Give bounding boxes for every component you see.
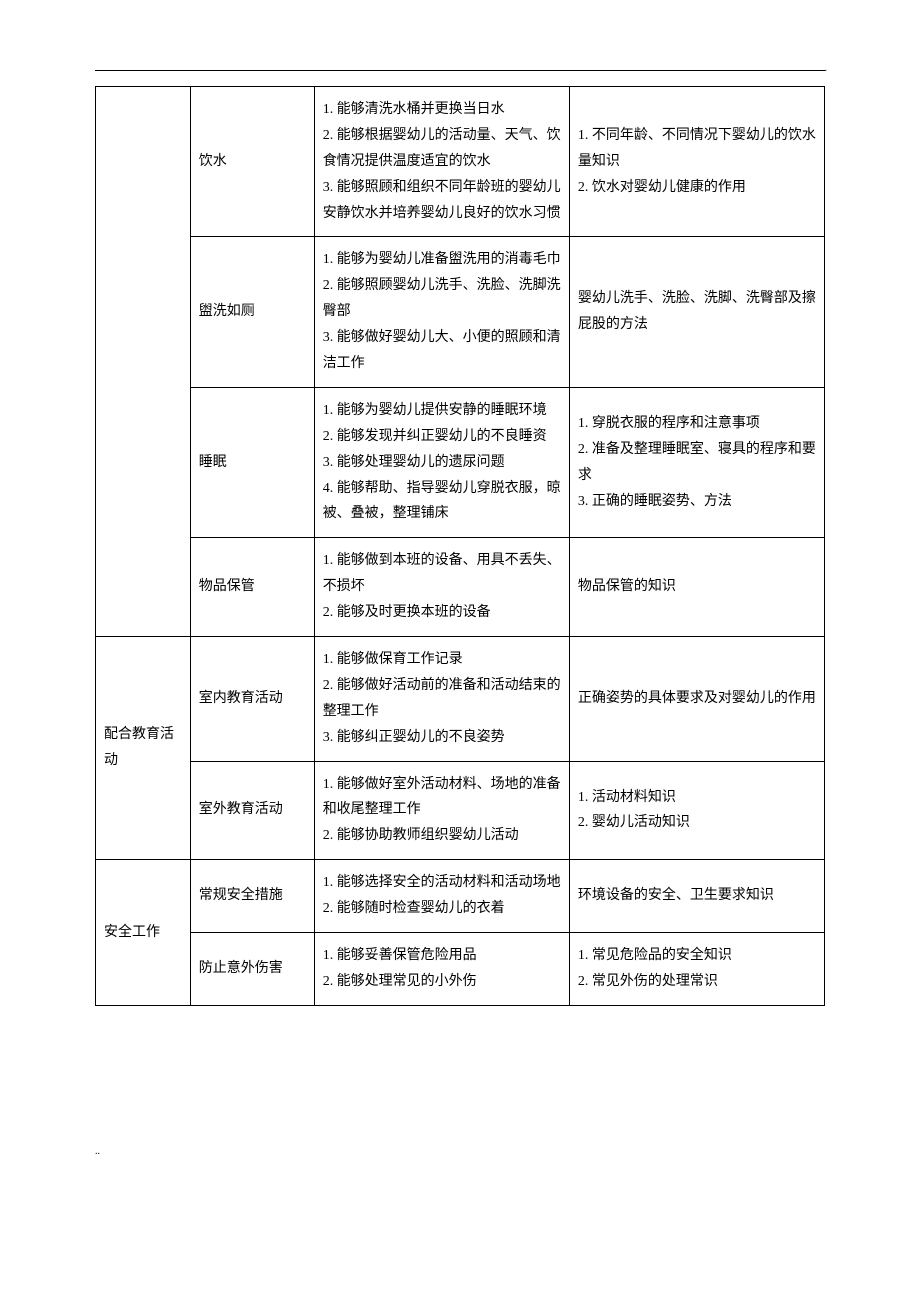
table-row: 饮水 1. 能够清洗水桶并更换当日水2. 能够根据婴幼儿的活动量、天气、饮食情况… bbox=[96, 87, 825, 237]
knowledge-cell: 1. 不同年龄、不同情况下婴幼儿的饮水量知识2. 饮水对婴幼儿健康的作用 bbox=[569, 87, 824, 237]
knowledge-cell: 婴幼儿洗手、洗脸、洗脚、洗臀部及擦屁股的方法 bbox=[569, 237, 824, 387]
skills-cell: 1. 能够清洗水桶并更换当日水2. 能够根据婴幼儿的活动量、天气、饮食情况提供温… bbox=[314, 87, 569, 237]
item-cell: 室内教育活动 bbox=[190, 637, 314, 762]
skills-cell: 1. 能够选择安全的活动材料和活动场地2. 能够随时检查婴幼儿的衣着 bbox=[314, 860, 569, 933]
item-cell: 室外教育活动 bbox=[190, 761, 314, 860]
category-cell: 安全工作 bbox=[96, 860, 191, 1006]
knowledge-cell: 1. 常见危险品的安全知识2. 常见外伤的处理常识 bbox=[569, 933, 824, 1006]
skills-cell: 1. 能够为婴幼儿提供安静的睡眠环境2. 能够发现并纠正婴幼儿的不良睡资3. 能… bbox=[314, 387, 569, 537]
table-row: 室外教育活动 1. 能够做好室外活动材料、场地的准备和收尾整理工作2. 能够协助… bbox=[96, 761, 825, 860]
table-row: 睡眠 1. 能够为婴幼儿提供安静的睡眠环境2. 能够发现并纠正婴幼儿的不良睡资3… bbox=[96, 387, 825, 537]
table-row: 盥洗如厕 1. 能够为婴幼儿准备盥洗用的消毒毛巾2. 能够照顾婴幼儿洗手、洗脸、… bbox=[96, 237, 825, 387]
item-cell: 盥洗如厕 bbox=[190, 237, 314, 387]
table-body: 饮水 1. 能够清洗水桶并更换当日水2. 能够根据婴幼儿的活动量、天气、饮食情况… bbox=[96, 87, 825, 1006]
item-cell: 物品保管 bbox=[190, 538, 314, 637]
header-dot: . bbox=[825, 63, 828, 74]
skills-cell: 1. 能够妥善保管危险用品2. 能够处理常见的小外伤 bbox=[314, 933, 569, 1006]
skills-table: 饮水 1. 能够清洗水桶并更换当日水2. 能够根据婴幼儿的活动量、天气、饮食情况… bbox=[95, 86, 825, 1006]
knowledge-cell: 环境设备的安全、卫生要求知识 bbox=[569, 860, 824, 933]
table-row: 配合教育活动 室内教育活动 1. 能够做保育工作记录2. 能够做好活动前的准备和… bbox=[96, 637, 825, 762]
skills-cell: 1. 能够做保育工作记录2. 能够做好活动前的准备和活动结束的整理工作3. 能够… bbox=[314, 637, 569, 762]
item-cell: 睡眠 bbox=[190, 387, 314, 537]
table-row: 安全工作 常规安全措施 1. 能够选择安全的活动材料和活动场地2. 能够随时检查… bbox=[96, 860, 825, 933]
header-rule: . bbox=[95, 70, 825, 71]
footer-dots: .. bbox=[95, 1146, 825, 1157]
knowledge-cell: 物品保管的知识 bbox=[569, 538, 824, 637]
skills-cell: 1. 能够做好室外活动材料、场地的准备和收尾整理工作2. 能够协助教师组织婴幼儿… bbox=[314, 761, 569, 860]
item-cell: 防止意外伤害 bbox=[190, 933, 314, 1006]
category-cell bbox=[96, 87, 191, 637]
item-cell: 常规安全措施 bbox=[190, 860, 314, 933]
skills-cell: 1. 能够为婴幼儿准备盥洗用的消毒毛巾2. 能够照顾婴幼儿洗手、洗脸、洗脚洗臀部… bbox=[314, 237, 569, 387]
category-cell: 配合教育活动 bbox=[96, 637, 191, 860]
knowledge-cell: 1. 穿脱衣服的程序和注意事项2. 准备及整理睡眠室、寝具的程序和要求3. 正确… bbox=[569, 387, 824, 537]
table-row: 物品保管 1. 能够做到本班的设备、用具不丢失、不损坏2. 能够及时更换本班的设… bbox=[96, 538, 825, 637]
item-cell: 饮水 bbox=[190, 87, 314, 237]
table-row: 防止意外伤害 1. 能够妥善保管危险用品2. 能够处理常见的小外伤 1. 常见危… bbox=[96, 933, 825, 1006]
skills-cell: 1. 能够做到本班的设备、用具不丢失、不损坏2. 能够及时更换本班的设备 bbox=[314, 538, 569, 637]
knowledge-cell: 1. 活动材料知识2. 婴幼儿活动知识 bbox=[569, 761, 824, 860]
knowledge-cell: 正确姿势的具体要求及对婴幼儿的作用 bbox=[569, 637, 824, 762]
